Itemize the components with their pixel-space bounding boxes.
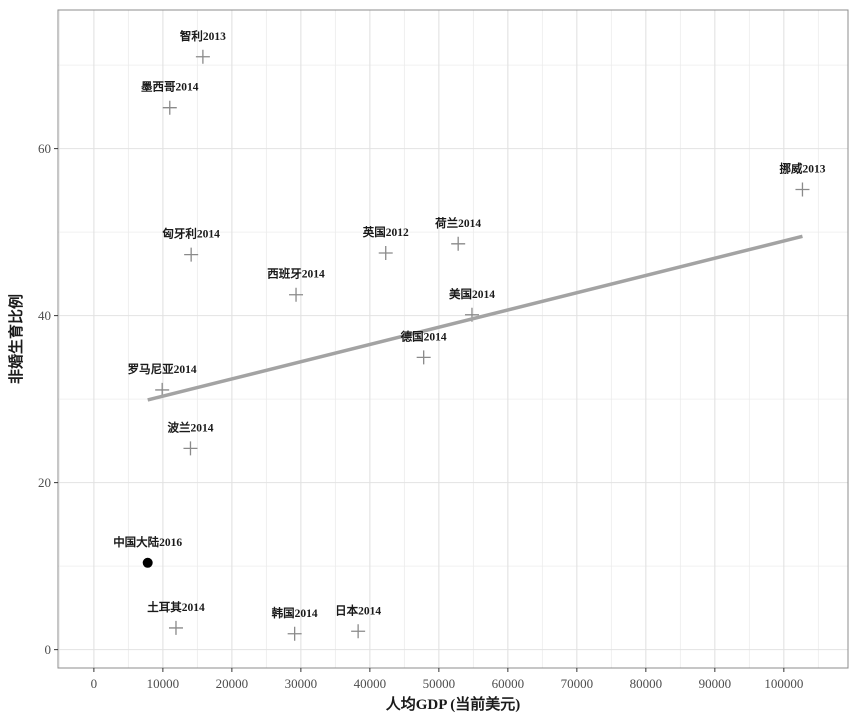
data-label: 荷兰2014 xyxy=(434,216,481,230)
x-tick-label: 20000 xyxy=(216,676,249,691)
data-point xyxy=(195,49,210,64)
trend-line xyxy=(147,234,803,402)
data-point xyxy=(451,236,466,251)
y-tick-label: 20 xyxy=(38,475,51,490)
data-label: 日本2014 xyxy=(335,603,381,617)
panel-border xyxy=(57,9,849,669)
x-tick-label: 100000 xyxy=(764,676,803,691)
highlighted-data-point xyxy=(142,557,153,568)
data-label: 西班牙2014 xyxy=(267,267,325,281)
y-tick-label: 60 xyxy=(38,141,51,156)
data-label: 土耳其2014 xyxy=(147,600,205,614)
data-point xyxy=(183,441,198,456)
data-label: 韩国2014 xyxy=(272,606,318,620)
data-label: 墨西哥2014 xyxy=(141,81,199,94)
y-tick-label: 40 xyxy=(38,308,51,323)
data-point xyxy=(795,182,810,197)
data-point xyxy=(168,620,183,635)
data-point xyxy=(162,100,177,115)
x-tick-label: 70000 xyxy=(561,676,594,691)
data-label: 波兰2014 xyxy=(167,420,213,434)
data-point xyxy=(351,624,366,639)
marks-layer xyxy=(142,49,810,641)
axes-layer: 0 10000 20000 30000 40000 50000 60000 70000 8000… xyxy=(38,141,803,691)
data-point xyxy=(184,247,199,262)
data-label: 德国2014 xyxy=(400,329,447,343)
x-tick-label: 0 xyxy=(91,676,98,691)
x-tick-label: 60000 xyxy=(492,676,525,691)
x-tick-label: 30000 xyxy=(285,676,318,691)
data-point xyxy=(378,245,393,260)
data-label: 中国大陆2016 xyxy=(113,535,182,549)
data-label: 英国2012 xyxy=(362,225,409,239)
x-tick-label: 90000 xyxy=(699,676,732,691)
data-label: 智利2013 xyxy=(180,29,226,43)
plot-panel xyxy=(58,10,848,668)
x-tick-label: 10000 xyxy=(147,676,180,691)
x-tick-label: 80000 xyxy=(630,676,663,691)
data-label: 挪威2013 xyxy=(779,162,825,176)
data-label: 美国2014 xyxy=(449,287,495,301)
y-tick-label: 0 xyxy=(45,642,52,657)
x-axis-title: 人均GDP (当前美元) xyxy=(386,695,521,713)
data-label: 匈牙利2014 xyxy=(161,227,220,241)
x-tick-label: 40000 xyxy=(354,676,387,691)
data-point xyxy=(416,350,431,365)
y-axis-title: 非婚生育比例 xyxy=(7,294,25,384)
data-point xyxy=(287,626,302,641)
x-tick-label: 50000 xyxy=(423,676,456,691)
grid-layer xyxy=(58,10,848,668)
data-label: 罗马尼亚2014 xyxy=(128,362,197,376)
labels-layer: 智利2013 墨西哥2014 挪威2013 匈牙利2014 英国2012 荷兰2014 西班… xyxy=(113,29,826,620)
data-point xyxy=(289,287,304,302)
